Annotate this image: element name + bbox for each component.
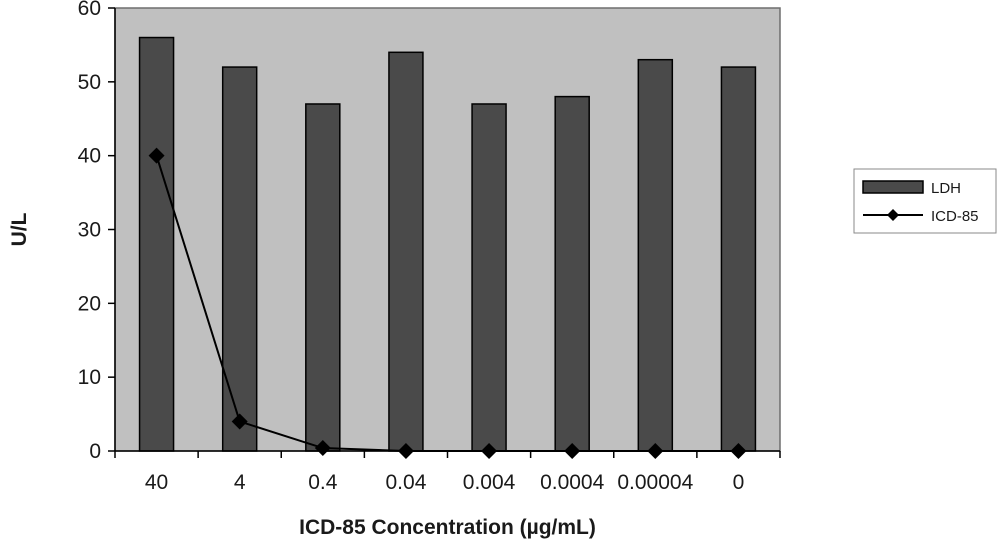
y-tick-label: 60 bbox=[78, 0, 101, 20]
bar-ldh-0 bbox=[138, 36, 175, 452]
bar-ldh-4 bbox=[471, 103, 507, 452]
bar-ldh-1 bbox=[221, 66, 258, 452]
x-tick-label: 0 bbox=[733, 471, 745, 494]
x-axis-title: ICD-85 Concentration (µg/mL) bbox=[299, 516, 596, 539]
legend-swatch-ldh bbox=[862, 180, 924, 194]
legend-label-icd85: ICD-85 bbox=[931, 208, 979, 225]
x-tick-label: 0.4 bbox=[308, 471, 338, 494]
point-icd85-0 bbox=[148, 147, 165, 164]
y-tick-label: 50 bbox=[78, 71, 101, 94]
plot-area bbox=[114, 7, 781, 452]
x-tick-label: 0.04 bbox=[386, 471, 427, 494]
x-tick-label: 4 bbox=[234, 471, 246, 494]
legend-label-ldh: LDH bbox=[931, 180, 961, 197]
x-tick-label: 0.004 bbox=[463, 471, 516, 494]
bar-ldh-7 bbox=[720, 66, 757, 452]
bar-ldh-6 bbox=[637, 58, 674, 452]
bar-ldh-3 bbox=[388, 51, 424, 452]
y-tick-label: 10 bbox=[78, 366, 101, 389]
legend-box bbox=[853, 168, 997, 234]
x-tick-label: 0.0004 bbox=[540, 471, 605, 494]
y-tick-label: 40 bbox=[78, 145, 101, 168]
point-icd85-1 bbox=[231, 413, 248, 430]
bar-ldh-2 bbox=[305, 103, 341, 452]
x-tick-label: 40 bbox=[145, 471, 168, 494]
y-tick-label: 0 bbox=[89, 440, 101, 463]
point-icd85-2 bbox=[314, 440, 331, 457]
bar-ldh-5 bbox=[554, 95, 590, 452]
legend: LDH ICD-85 bbox=[853, 168, 997, 234]
legend-marker-icd85 bbox=[887, 209, 899, 221]
y-axis-title: U/L bbox=[8, 212, 31, 246]
y-tick-label: 20 bbox=[78, 292, 101, 315]
y-tick-label: 30 bbox=[78, 219, 101, 242]
x-tick-label: 0.00004 bbox=[617, 471, 693, 494]
